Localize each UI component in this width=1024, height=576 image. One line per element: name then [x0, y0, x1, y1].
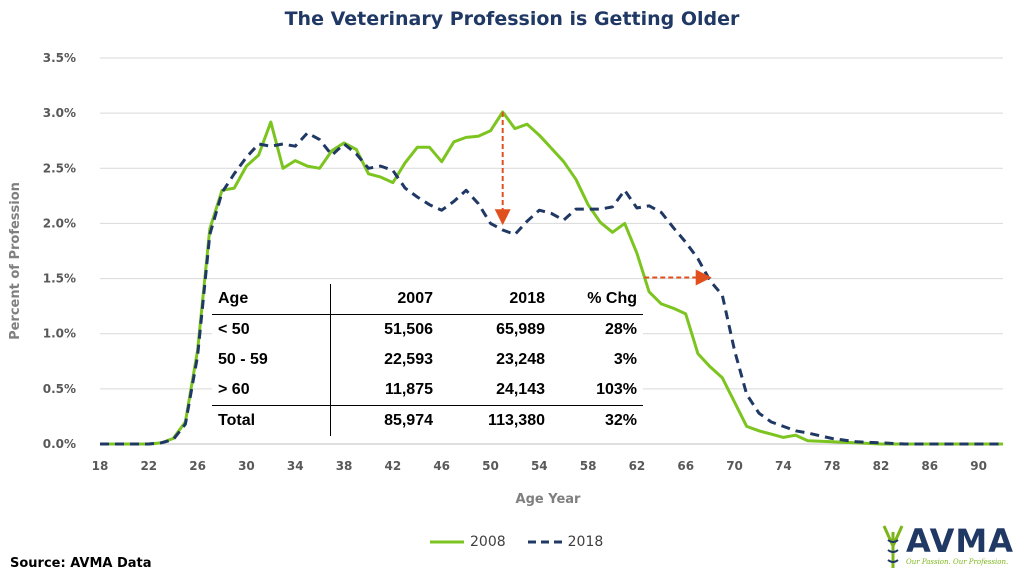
y-axis-ticks: 0.0% 0.5% 1.0% 1.5% 2.0% 2.5% 3.0% 3.5%: [43, 51, 76, 451]
x-tick-label: 86: [921, 459, 938, 473]
legend-label-2018: 2018: [567, 534, 604, 550]
legend-item-2018: 2018: [527, 534, 604, 550]
x-tick-label: 54: [531, 459, 548, 473]
x-tick-label: 70: [726, 459, 743, 473]
table-header-age: Age: [212, 284, 331, 315]
y-tick-label: 1.5%: [43, 272, 76, 286]
x-tick-label: 78: [824, 459, 841, 473]
table-row: < 50 51,506 65,989 28%: [212, 314, 643, 345]
table-cell: < 50: [212, 314, 331, 345]
table-cell: 23,248: [496, 351, 545, 368]
table-cell: 3%: [613, 351, 637, 368]
table-header-2007: 2007: [330, 284, 433, 315]
table-cell: 32%: [545, 405, 643, 436]
x-tick-label: 46: [433, 459, 450, 473]
caduceus-icon: [882, 525, 904, 568]
legend-swatch-solid-icon: [430, 540, 464, 544]
series-line-2018: [100, 131, 1003, 446]
table-cell: Total: [212, 405, 331, 436]
x-tick-label: 82: [873, 459, 890, 473]
y-tick-label: 0.0%: [43, 437, 76, 451]
x-tick-label: 26: [189, 459, 206, 473]
table-header-2018: 2018: [433, 284, 545, 315]
table-row: > 60 11,875 24,143 103%: [212, 375, 643, 406]
table-cell: 85,974: [330, 405, 433, 436]
legend-item-2008: 2008: [430, 534, 506, 550]
x-axis-label: Age Year: [516, 492, 582, 507]
x-tick-label: 34: [287, 459, 304, 473]
table-header-pct-chg: % Chg: [545, 284, 643, 315]
x-tick-label: 62: [629, 459, 646, 473]
table-cell: > 60: [212, 375, 331, 406]
age-summary-table: Age 2007 2018 % Chg < 50 51,506 65,989 2…: [212, 284, 643, 436]
source-note: Source: AVMA Data: [10, 556, 152, 571]
x-tick-label: 30: [238, 459, 255, 473]
table-total-row: Total 85,974 113,380 32%: [212, 405, 643, 436]
table-cell: 103%: [596, 381, 637, 398]
table-cell: 11,875: [384, 381, 433, 398]
x-tick-label: 74: [775, 459, 792, 473]
x-tick-label: 66: [677, 459, 694, 473]
y-axis-label: Percent of Profession: [8, 182, 23, 340]
table-cell: 51,506: [384, 321, 433, 338]
chart-legend: 2008 2018: [430, 534, 617, 550]
logo-tagline: Our Passion. Our Profession.: [906, 558, 1009, 566]
y-tick-label: 1.0%: [43, 327, 76, 341]
table-cell: 24,143: [496, 381, 545, 398]
table-cell: 50 - 59: [212, 345, 331, 375]
y-tick-label: 2.5%: [43, 161, 76, 175]
y-tick-label: 0.5%: [43, 382, 76, 396]
x-tick-label: 22: [140, 459, 157, 473]
logo-wordmark: AVMA: [906, 522, 1014, 560]
table-cell: 28%: [604, 321, 637, 338]
x-tick-label: 90: [970, 459, 987, 473]
series-group: [100, 110, 1003, 446]
table-cell: 113,380: [433, 405, 545, 436]
series-line-2008: [100, 110, 1003, 446]
table-cell: 22,593: [384, 351, 433, 368]
chart-title: The Veterinary Profession is Getting Old…: [284, 8, 740, 30]
x-tick-label: 58: [580, 459, 597, 473]
table-cell: 65,989: [496, 321, 545, 338]
table-row: 50 - 59 22,593 23,248 3%: [212, 345, 643, 375]
legend-swatch-dashed-icon: [527, 540, 562, 544]
x-tick-label: 42: [385, 459, 402, 473]
x-axis-ticks: 18 22 26 30 34 38 42 46 50 54 58 62 66 70 74 78 82 86 90: [92, 459, 987, 473]
legend-label-2008: 2008: [470, 534, 506, 550]
y-tick-label: 2.0%: [43, 216, 76, 230]
x-tick-label: 38: [336, 459, 353, 473]
annotation-arrows: [494, 112, 712, 286]
x-tick-label: 50: [482, 459, 499, 473]
x-tick-label: 18: [92, 459, 109, 473]
table-header-row: Age 2007 2018 % Chg: [212, 284, 643, 315]
y-tick-label: 3.0%: [43, 106, 76, 120]
y-tick-label: 3.5%: [43, 51, 76, 65]
avma-logo: AVMA Our Passion. Our Profession.: [880, 522, 1020, 572]
